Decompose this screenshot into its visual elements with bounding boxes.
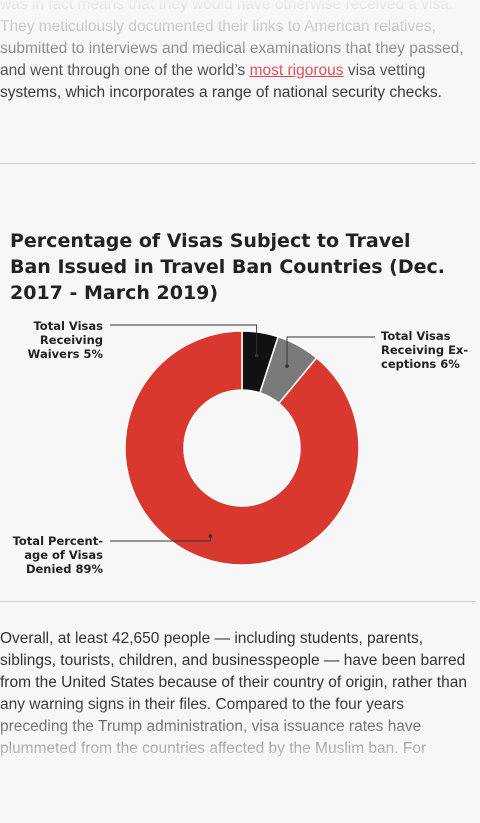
leader-dot-0 xyxy=(254,353,259,358)
slice-label-1: Total Visas Receiving Ex-ceptions 6% xyxy=(381,329,468,371)
most-rigorous-link[interactable]: most rigorous xyxy=(249,62,344,79)
slice-label-0: Total Visas Receiving Waivers 5% xyxy=(28,319,104,361)
leader-dot-1 xyxy=(285,364,289,368)
donut-chart: Total Visas Receiving Waivers 5% Total Visa… xyxy=(13,319,469,576)
slice-label-2: Total Percent-age of Visas Denied 89% xyxy=(13,534,104,576)
article-paragraph-top: was in fact means that they would have o… xyxy=(0,0,468,104)
divider-top xyxy=(0,163,476,164)
chart-title: Percentage of Visas Subject to Travel Ba… xyxy=(10,230,445,304)
donut-slice-2 xyxy=(124,330,360,566)
leader-line-0 xyxy=(110,324,258,356)
article-paragraph-bottom: Overall, at least 42,650 people — includ… xyxy=(0,630,467,757)
leader-line-1 xyxy=(286,336,375,367)
leader-dot-2 xyxy=(208,534,213,538)
divider-bottom xyxy=(0,601,476,602)
